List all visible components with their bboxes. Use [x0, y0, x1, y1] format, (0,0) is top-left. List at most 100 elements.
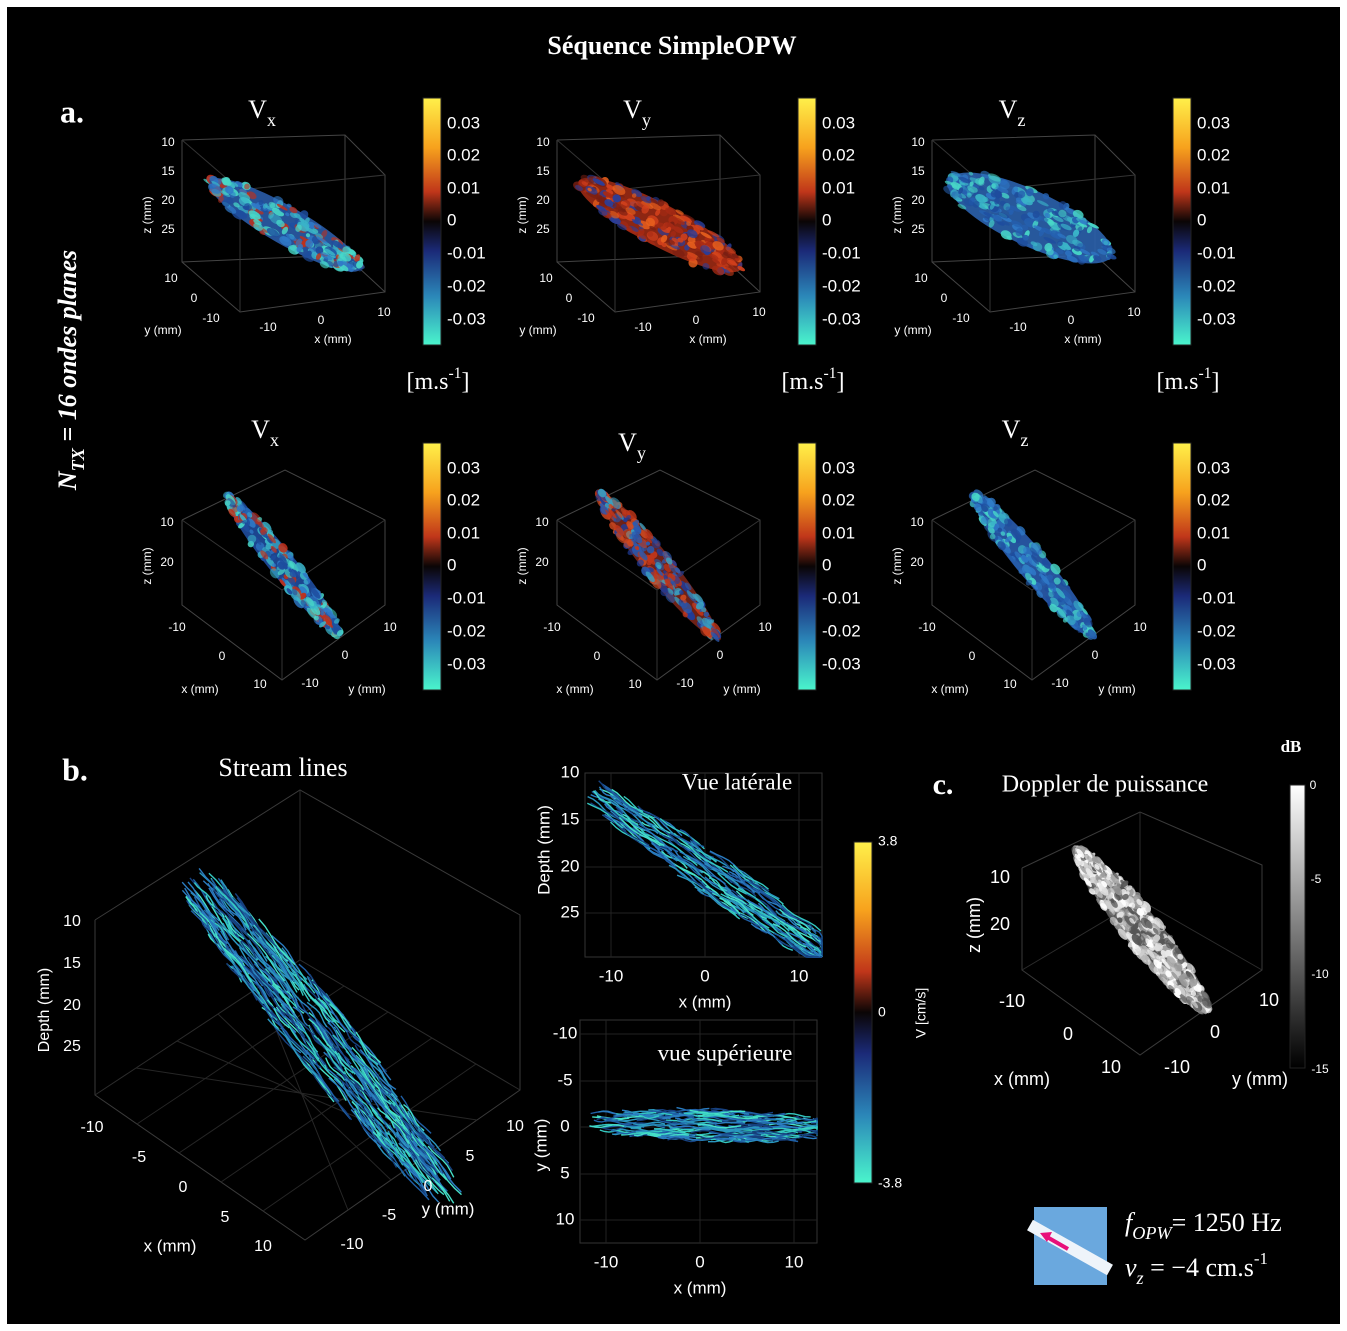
volume-speckle: [305, 596, 315, 607]
colorbar-tick: 0.03: [1197, 113, 1230, 132]
volume-speckle: [981, 505, 989, 512]
unit-label: [m.s-1]: [782, 365, 845, 394]
volume-speckle: [331, 240, 344, 249]
volume-speckle: [1091, 857, 1097, 863]
stream-line: [745, 1136, 778, 1141]
volume-speckle: [946, 184, 953, 189]
volume-speckle: [655, 209, 661, 216]
volume-speckle: [320, 252, 333, 261]
volume-speckle: [1057, 233, 1067, 239]
volume-speckle: [289, 206, 298, 214]
colorbar-tick: -10: [1311, 967, 1329, 981]
volume-speckle: [1030, 554, 1040, 565]
tick-label: 10: [990, 867, 1010, 887]
volume-speckle: [989, 201, 996, 210]
tick-label: -10: [676, 676, 694, 690]
stream-line: [418, 1155, 441, 1182]
volume-speckle: [286, 203, 292, 208]
colorbar-tick: 0.03: [822, 458, 855, 477]
text-part: y: [637, 443, 647, 463]
text-part: = 1250 Hz: [1172, 1208, 1282, 1237]
stream-line: [613, 1113, 657, 1119]
volume-speckle: [1079, 248, 1091, 255]
volume-speckle: [1083, 877, 1092, 887]
tick-label: 10: [506, 1118, 524, 1135]
axis-box: [931, 469, 1136, 681]
volume-speckle: [1032, 242, 1043, 252]
colorbar-tick: 0.02: [447, 490, 480, 509]
tick-label: 0: [695, 1252, 704, 1271]
colorbar-tick: 0.01: [1197, 178, 1230, 197]
volume-speckle: [980, 170, 991, 179]
stream-line: [266, 999, 290, 1029]
volume-speckle: [737, 266, 746, 272]
colorbar-tick: 0.03: [1197, 458, 1230, 477]
volume-speckle: [279, 578, 286, 587]
volume-speckle: [1021, 224, 1029, 231]
volume-speckle: [1021, 564, 1033, 576]
stream-line: [735, 890, 780, 921]
volume-speckle: [1154, 917, 1165, 929]
volume-speckle: [295, 562, 306, 574]
stream-line: [306, 1001, 328, 1028]
colorbar-tick: 0.01: [822, 523, 855, 542]
tick-label: 15: [911, 164, 925, 178]
volume-speckle: [1094, 864, 1100, 870]
volume-speckle: [1113, 885, 1123, 896]
stream-line: [597, 798, 634, 825]
stream-line: [202, 880, 228, 911]
stream-line: [629, 821, 673, 852]
stream-line: [234, 892, 276, 944]
stream-line: [207, 882, 235, 917]
volume-speckle: [632, 519, 640, 526]
volume-speckle: [1060, 223, 1072, 231]
stream-line: [367, 1114, 399, 1154]
stream-line: [386, 1131, 407, 1158]
colorbar: [1172, 97, 1192, 346]
volume-speckle: [1022, 234, 1029, 241]
text-part: ]: [462, 369, 470, 395]
unit-label: [m.s-1]: [407, 365, 470, 394]
tick-label: 10: [758, 620, 772, 634]
colorbar-tick: -0.01: [1197, 243, 1236, 262]
volume-speckle: [314, 604, 321, 610]
volume-speckle: [270, 555, 277, 561]
colorbar: [797, 442, 817, 691]
stream-line: [611, 1129, 636, 1135]
volume-speckle: [1004, 535, 1013, 543]
volume-speckle: [1066, 585, 1071, 590]
legend-velocity: vz = −4 cm.s-1: [1125, 1249, 1268, 1288]
volume-speckle: [1153, 959, 1162, 969]
colorbar-tick: 0: [1197, 210, 1206, 229]
volume-speckle: [1124, 915, 1134, 927]
volume-speckle: [1093, 887, 1103, 899]
colorbar-tick: 0.01: [1197, 523, 1230, 542]
stream-line: [385, 1114, 410, 1144]
stream-line: [752, 1114, 806, 1120]
tick-label: 20: [561, 856, 580, 875]
volume-render: [203, 174, 365, 273]
volume-speckle: [313, 223, 322, 229]
stream-line: [300, 981, 329, 1015]
volume-speckle: [638, 228, 645, 237]
tick-label: -10: [1009, 320, 1027, 334]
tick-label: 20: [160, 555, 174, 569]
volume-speckle: [208, 183, 221, 194]
volume-speckle: [1012, 559, 1023, 571]
colorbar-tick: 0: [1197, 555, 1206, 574]
axis-label: y (mm): [894, 323, 931, 337]
stream-line: [375, 1084, 392, 1105]
volume-speckle: [1120, 880, 1129, 888]
volume-speckle: [660, 588, 669, 597]
volume-speckle: [712, 265, 725, 276]
stream-line: [743, 1111, 785, 1117]
axis-label: y (mm): [519, 323, 556, 337]
volume-speckle: [1131, 933, 1143, 946]
volume-speckle: [254, 208, 264, 215]
volume-speckle: [605, 496, 614, 506]
stream-line: [615, 1124, 671, 1128]
tick-label: 10: [383, 620, 397, 634]
stream-line: [407, 1110, 442, 1152]
colorbar-tick: -0.03: [1197, 309, 1236, 328]
stream-line: [609, 794, 643, 818]
